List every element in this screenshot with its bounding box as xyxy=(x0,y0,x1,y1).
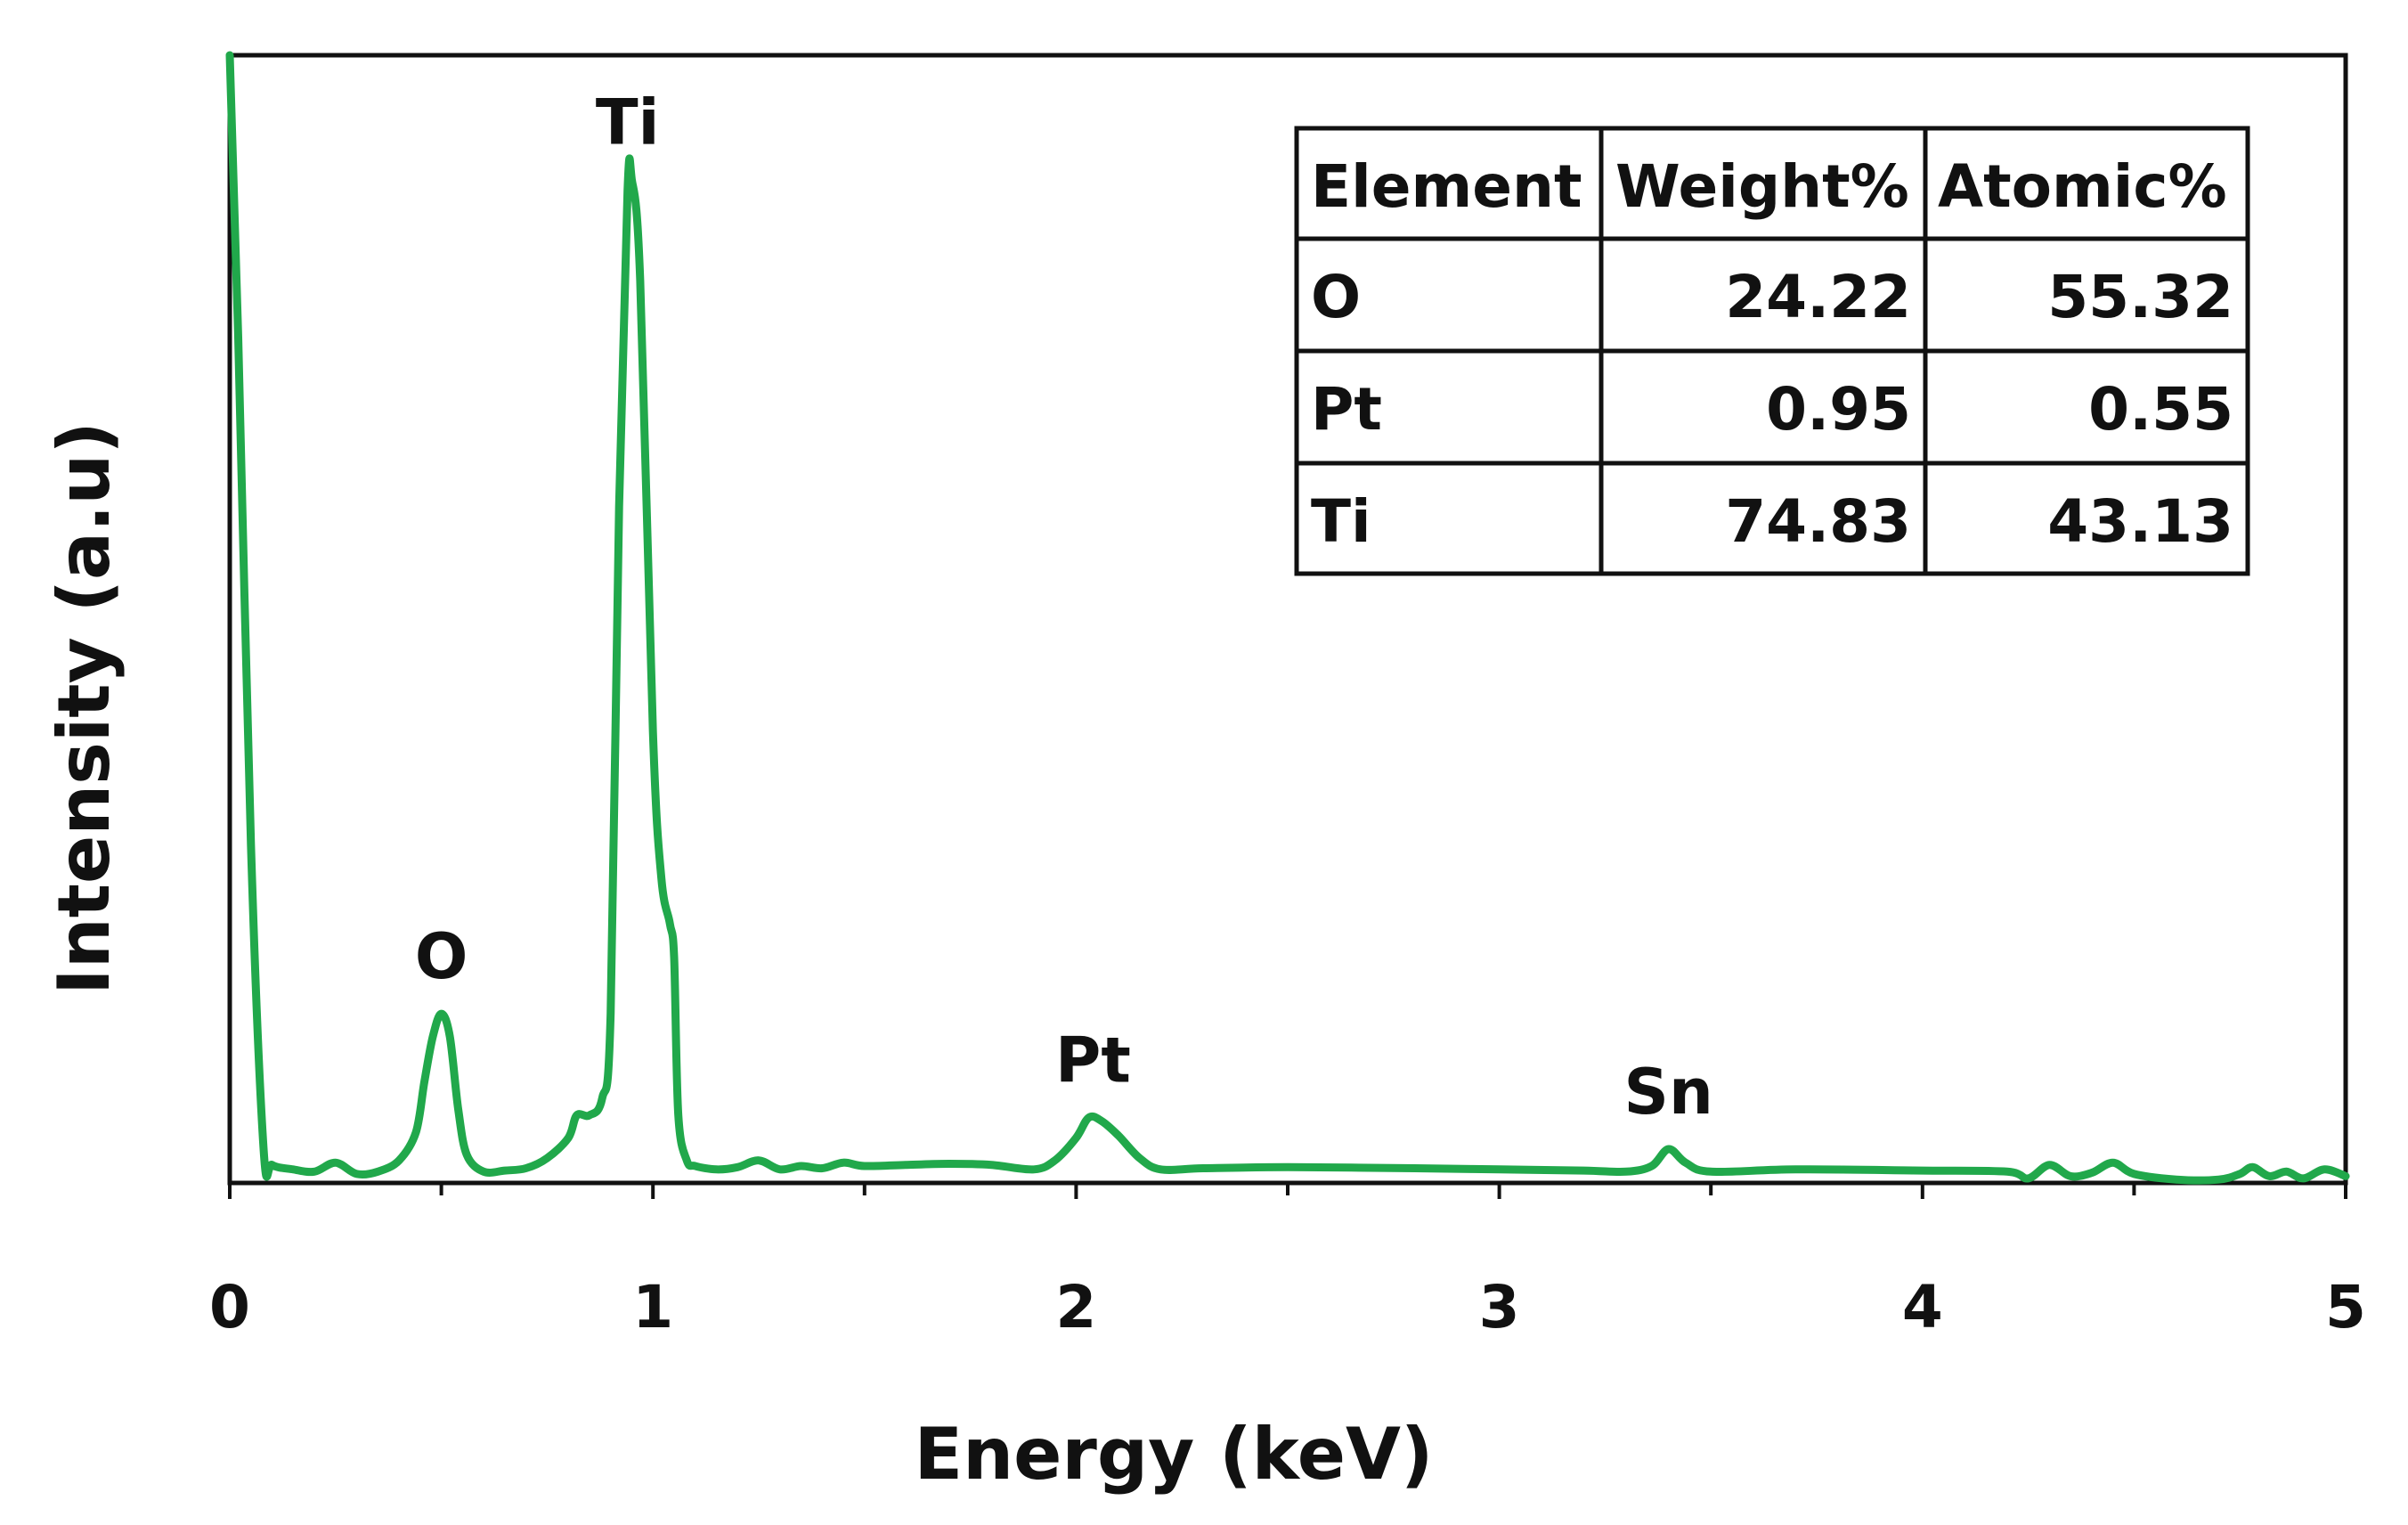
table-cell-weight: 74.83 xyxy=(1725,487,1911,556)
table-cell-atomic: 0.55 xyxy=(2088,375,2233,444)
table-header-weight: Weight% xyxy=(1615,152,1909,221)
spectrum-line xyxy=(225,51,2350,1185)
x-tick-label: 1 xyxy=(632,1273,673,1342)
table-header-element: Element xyxy=(1311,152,1582,221)
x-axis-title: Energy (keV) xyxy=(915,1413,1434,1496)
peak-label-ti: Ti xyxy=(596,86,660,159)
table-cell-atomic: 55.32 xyxy=(2047,263,2233,331)
table-cell-atomic: 43.13 xyxy=(2047,487,2233,556)
peak-label-o: O xyxy=(415,920,468,993)
x-tick-label: 2 xyxy=(1055,1273,1096,1342)
x-tick-label: 3 xyxy=(1479,1273,1520,1342)
table-cell-weight: 24.22 xyxy=(1725,263,1911,331)
table-cell-element: Pt xyxy=(1311,375,1382,444)
peak-label-pt: Pt xyxy=(1055,1024,1131,1097)
x-tick-label: 5 xyxy=(2325,1273,2366,1342)
peak-label-sn: Sn xyxy=(1624,1056,1713,1129)
peak-labels: O Ti Pt Sn xyxy=(415,86,1713,1129)
table-cell-weight: 0.95 xyxy=(1766,375,1911,444)
x-tick-label: 0 xyxy=(209,1273,250,1342)
x-axis-tick-labels: 0 1 2 3 4 5 xyxy=(209,1273,2366,1342)
y-axis-title: Intensity (a.u) xyxy=(43,421,126,995)
x-axis-ticks xyxy=(228,1183,2347,1199)
table-header-atomic: Atomic% xyxy=(1938,152,2227,221)
composition-table: Element Weight% Atomic% O 24.22 55.32 Pt… xyxy=(1294,126,2250,576)
table-cell-element: O xyxy=(1311,263,1361,331)
x-tick-label: 4 xyxy=(1902,1273,1943,1342)
table-cell-element: Ti xyxy=(1311,487,1371,556)
